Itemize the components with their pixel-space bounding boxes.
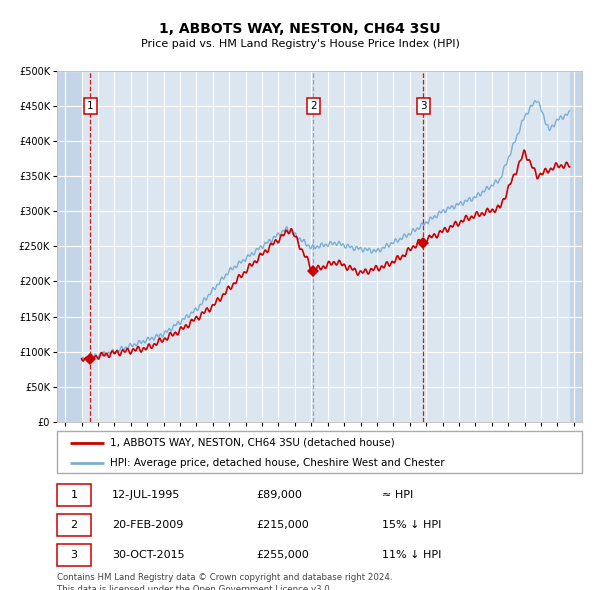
Text: 15% ↓ HPI: 15% ↓ HPI: [383, 520, 442, 530]
Text: 2: 2: [71, 520, 77, 530]
Bar: [569, 71, 586, 422]
Text: 2: 2: [310, 101, 317, 111]
FancyBboxPatch shape: [57, 514, 91, 536]
Text: £89,000: £89,000: [257, 490, 302, 500]
Text: Contains HM Land Registry data © Crown copyright and database right 2024.
This d: Contains HM Land Registry data © Crown c…: [57, 573, 392, 590]
Text: ≈ HPI: ≈ HPI: [383, 490, 414, 500]
Text: 30-OCT-2015: 30-OCT-2015: [112, 550, 185, 560]
Text: 12-JUL-1995: 12-JUL-1995: [112, 490, 181, 500]
FancyBboxPatch shape: [57, 431, 582, 473]
Text: 11% ↓ HPI: 11% ↓ HPI: [383, 550, 442, 560]
Text: 1: 1: [71, 490, 77, 500]
Bar: [57, 71, 82, 422]
Text: 20-FEB-2009: 20-FEB-2009: [112, 520, 184, 530]
FancyBboxPatch shape: [57, 484, 91, 506]
Text: HPI: Average price, detached house, Cheshire West and Chester: HPI: Average price, detached house, Ches…: [110, 458, 444, 468]
Text: Price paid vs. HM Land Registry's House Price Index (HPI): Price paid vs. HM Land Registry's House …: [140, 39, 460, 49]
Text: 1, ABBOTS WAY, NESTON, CH64 3SU: 1, ABBOTS WAY, NESTON, CH64 3SU: [159, 22, 441, 36]
Text: 1: 1: [87, 101, 94, 111]
Text: 1, ABBOTS WAY, NESTON, CH64 3SU (detached house): 1, ABBOTS WAY, NESTON, CH64 3SU (detache…: [110, 438, 394, 448]
Text: 3: 3: [71, 550, 77, 560]
Text: £255,000: £255,000: [257, 550, 309, 560]
FancyBboxPatch shape: [57, 544, 91, 566]
Text: 3: 3: [420, 101, 427, 111]
Text: £215,000: £215,000: [257, 520, 309, 530]
